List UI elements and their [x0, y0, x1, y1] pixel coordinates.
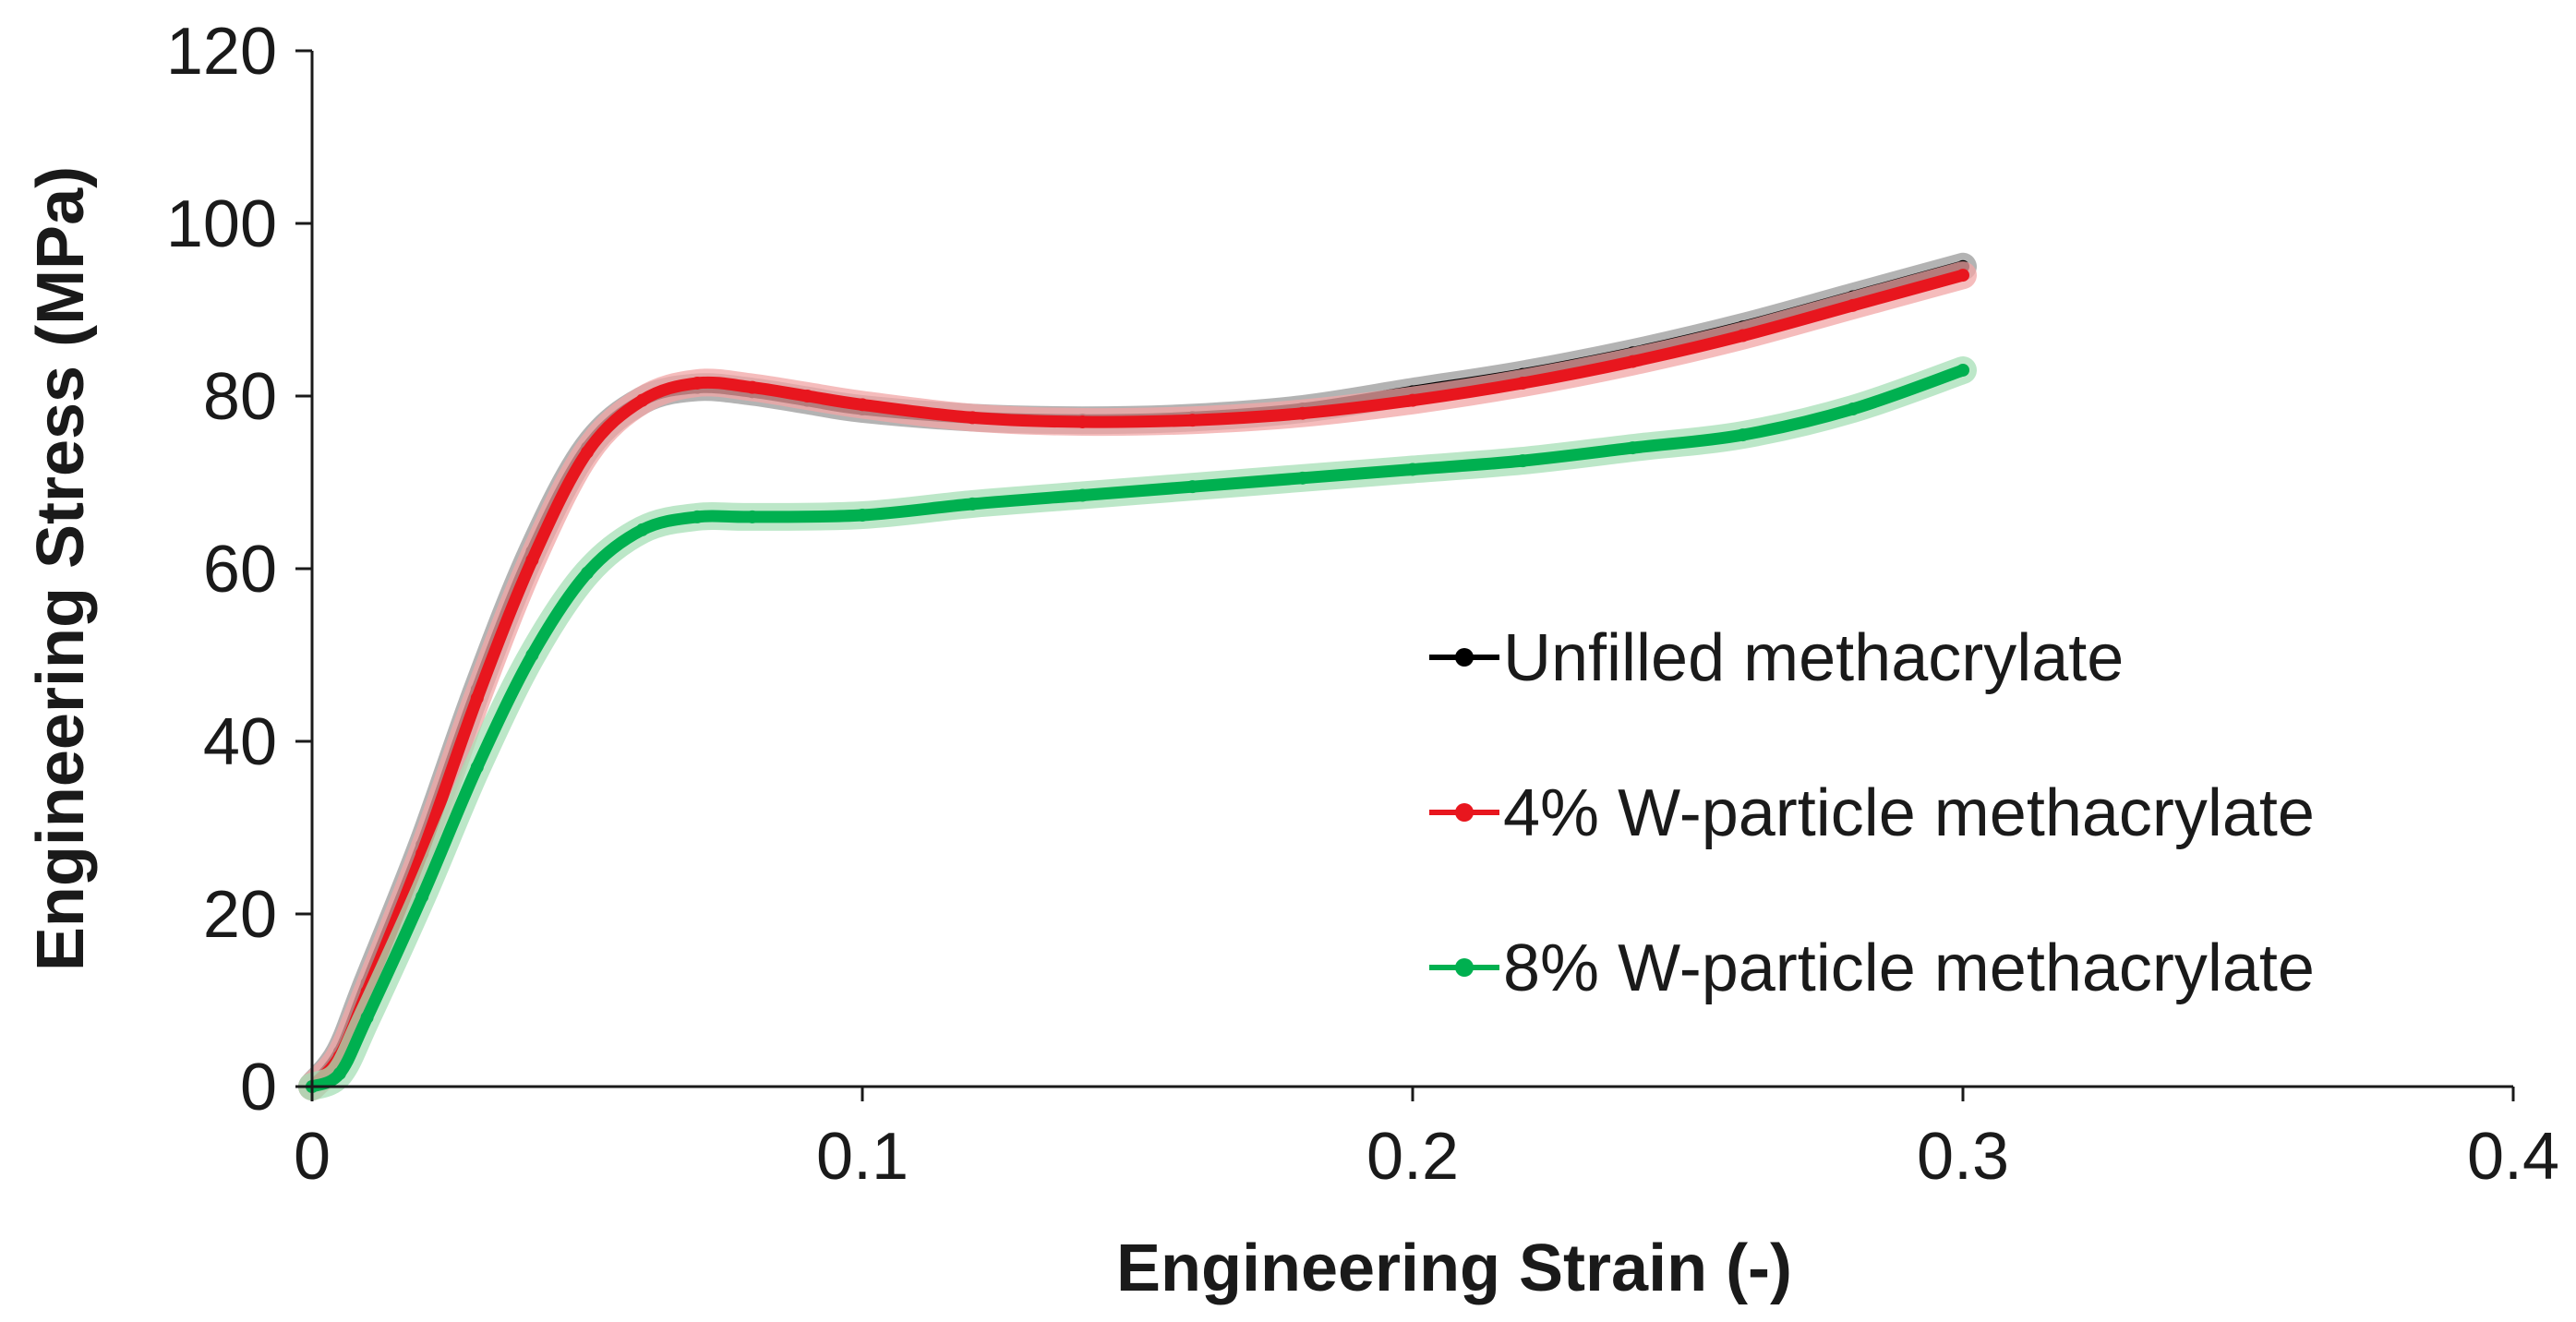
legend-label-1: 4% W-particle methacrylate: [1503, 776, 2315, 850]
series-1-point: [525, 553, 539, 567]
series-1-point: [856, 398, 869, 412]
series-2-point: [1736, 428, 1750, 442]
series-1-point: [1406, 393, 1419, 407]
series-1-point: [1846, 298, 1860, 312]
x-tick-label: 0.2: [1366, 1120, 1459, 1194]
y-tick-label: 100: [166, 187, 277, 261]
series-2-point: [1076, 488, 1089, 502]
series-1-point: [1626, 355, 1640, 368]
series-1-point: [1186, 414, 1199, 427]
series-2-point: [635, 523, 649, 536]
y-tick-label: 120: [166, 15, 277, 89]
y-tick-label: 40: [203, 705, 277, 779]
y-tick-label: 20: [203, 878, 277, 952]
series-layer: [298, 252, 1977, 1100]
series-1-point: [470, 691, 484, 705]
series-2-point: [415, 890, 429, 904]
series-1-point: [635, 393, 649, 407]
legend-label-2: 8% W-particle methacrylate: [1503, 931, 2315, 1005]
series-2-point: [1846, 403, 1860, 416]
series-2-point: [1626, 441, 1640, 455]
series-2-point: [856, 509, 869, 523]
series-1-point: [1956, 269, 1969, 282]
y-tick-label: 80: [203, 360, 277, 434]
x-tick-label: 0.4: [2467, 1120, 2559, 1194]
series-2-point: [581, 566, 594, 580]
series-2-point: [1186, 480, 1199, 494]
series-2-point: [470, 761, 484, 775]
series-1-point: [581, 445, 594, 459]
series-2-point: [966, 497, 980, 511]
y-tick-label: 0: [240, 1051, 277, 1124]
series-2-point: [1406, 463, 1419, 476]
legend: Unfilled methacrylate 4% W-particle metha…: [1429, 621, 2315, 1005]
legend-label-0: Unfilled methacrylate: [1503, 621, 2124, 695]
x-tick-label: 0.1: [816, 1120, 909, 1194]
legend-marker-1: [1455, 803, 1474, 822]
series-1-point: [1076, 415, 1089, 429]
ticks: 0 0.1 0.2 0.3 0.4 0 20 40 60 80 100 120: [166, 15, 2559, 1194]
series-2-point: [1295, 471, 1309, 485]
series-1-point: [800, 390, 814, 403]
series-2-point: [332, 1066, 346, 1080]
x-tick-label: 0.3: [1917, 1120, 2009, 1194]
x-tick-label: 0: [294, 1120, 331, 1194]
series-1-point: [1736, 329, 1750, 343]
series-1-point: [966, 411, 980, 425]
series-2-point: [1516, 454, 1530, 468]
legend-marker-0: [1455, 648, 1474, 667]
series-2-point: [360, 1011, 374, 1025]
series-1-point: [1295, 406, 1309, 420]
series-2-point: [745, 510, 759, 523]
series-2-point: [525, 648, 539, 662]
series-2-point: [691, 510, 704, 523]
series-1-point: [1516, 376, 1530, 390]
series-1-point: [745, 380, 759, 394]
y-axis-title: Engineering Stress (MPa): [24, 166, 98, 971]
series-1-point: [691, 376, 704, 390]
series-2-point: [1956, 363, 1969, 377]
x-axis-title: Engineering Strain (-): [1116, 1232, 1792, 1305]
legend-marker-2: [1455, 958, 1474, 977]
y-tick-label: 60: [203, 533, 277, 607]
